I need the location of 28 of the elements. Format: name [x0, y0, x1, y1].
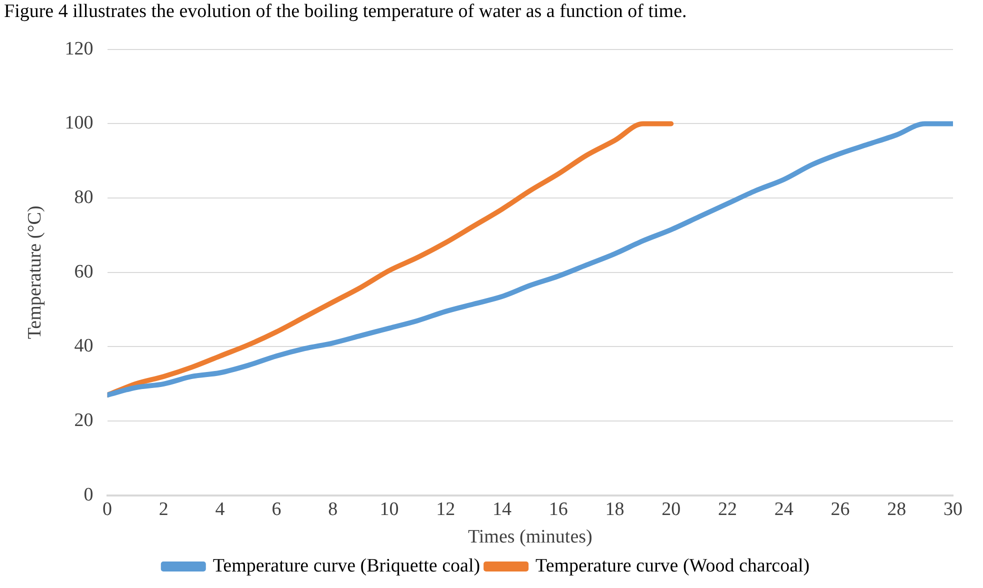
x-tick-label: 4 — [215, 498, 226, 520]
x-tick-label: 20 — [662, 498, 681, 520]
x-tick-label: 16 — [548, 498, 568, 520]
x-tick-label: 2 — [158, 498, 168, 520]
x-tick-label: 22 — [718, 498, 737, 520]
x-tick-label: 18 — [605, 498, 624, 520]
x-tick-label: 30 — [944, 498, 962, 520]
y-tick-label: 40 — [74, 336, 94, 357]
x-tick-label: 26 — [830, 498, 850, 520]
y-axis-title: Temperature (°C) — [24, 206, 46, 340]
y-tick-label: 60 — [74, 261, 94, 282]
y-tick-label: 0 — [84, 484, 94, 506]
x-tick-label: 28 — [887, 498, 906, 520]
x-tick-label: 14 — [492, 498, 512, 520]
legend-label: Temperature curve (Wood charcoal) — [536, 555, 810, 576]
y-tick-label: 120 — [64, 38, 94, 60]
x-tick-label: 0 — [102, 498, 112, 520]
x-tick-label: 8 — [328, 498, 338, 520]
legend-label: Temperature curve (Briquette coal) — [212, 555, 480, 576]
y-tick-label: 20 — [74, 410, 94, 432]
x-axis-title: Times (minutes) — [468, 526, 592, 548]
y-tick-label: 80 — [74, 187, 94, 208]
caption: Figure 4 illustrates the evolution of the boiling temperature of water as a function of time. — [3, 0, 688, 24]
x-tick-label: 6 — [272, 498, 282, 520]
x-tick-label: 10 — [380, 498, 399, 520]
x-tick-label: 24 — [774, 498, 794, 520]
y-tick-label: 100 — [64, 112, 94, 134]
x-tick-label: 12 — [436, 498, 456, 520]
